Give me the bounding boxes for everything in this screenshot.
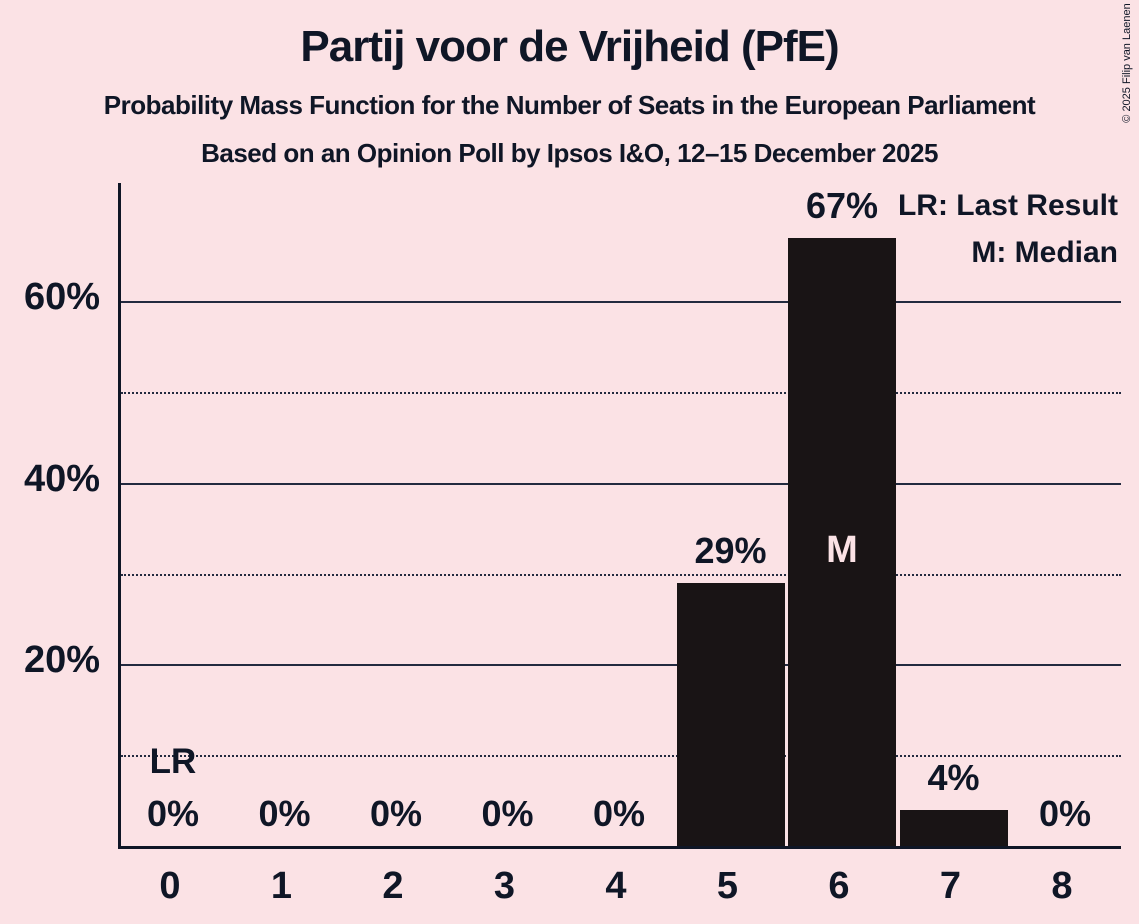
bar-value-label-seat-7: 4% bbox=[927, 756, 980, 798]
x-tick-seat-6: 6 bbox=[828, 865, 850, 907]
chart-subtitle-pmf: Probability Mass Function for the Number… bbox=[103, 90, 1036, 120]
gridline-dotted-50pct bbox=[121, 391, 1121, 394]
chart-legend: LR: Last Result M: Median bbox=[898, 182, 1118, 276]
bar-seat-7 bbox=[899, 809, 1008, 846]
legend-median: M: Median bbox=[971, 236, 1118, 269]
gridline-dotted-10pct bbox=[121, 755, 1121, 758]
chart-subtitle-poll: Based on an Opinion Poll by Ipsos I&O, 1… bbox=[201, 138, 938, 168]
x-tick-seat-4: 4 bbox=[605, 865, 627, 907]
chart-title: Partij voor de Vrijheid (PfE) bbox=[300, 22, 839, 71]
gridline-solid-60pct bbox=[121, 301, 1121, 304]
bar-seat-6 bbox=[788, 237, 896, 846]
bar-value-label-seat-2: 0% bbox=[369, 793, 423, 834]
bar-value-label-seat-0: 0% bbox=[146, 793, 200, 834]
legend-last-result: LR: Last Result bbox=[897, 189, 1118, 222]
plot-area: 0% 0% 0% 0% 0% 29% 67% 4% 0% LR M bbox=[118, 183, 1121, 849]
bar-value-label-seat-3: 0% bbox=[481, 793, 534, 834]
y-tick-60pct: 60% bbox=[23, 276, 100, 319]
bar-seat-5 bbox=[676, 582, 785, 846]
x-tick-seat-1: 1 bbox=[270, 865, 293, 907]
x-tick-seat-5: 5 bbox=[716, 865, 739, 907]
copyright-notice: © 2025 Filip van Laenen bbox=[1121, 3, 1133, 123]
x-tick-seat-8: 8 bbox=[1051, 865, 1073, 907]
x-tick-seat-3: 3 bbox=[493, 865, 516, 907]
x-tick-seat-2: 2 bbox=[382, 865, 404, 907]
bar-value-label-seat-5: 29% bbox=[694, 529, 767, 571]
bar-value-label-seat-6: 67% bbox=[805, 184, 879, 226]
median-marker: M bbox=[826, 529, 858, 571]
y-tick-40pct: 40% bbox=[23, 457, 100, 500]
last-result-marker: LR bbox=[149, 742, 197, 781]
x-tick-seat-0: 0 bbox=[159, 865, 181, 907]
gridline-dotted-30pct bbox=[121, 573, 1121, 576]
bar-value-label-seat-4: 0% bbox=[592, 793, 646, 834]
y-tick-20pct: 20% bbox=[23, 639, 100, 682]
bar-value-label-seat-8: 0% bbox=[1038, 793, 1092, 834]
x-tick-seat-7: 7 bbox=[939, 865, 962, 907]
gridline-solid-40pct bbox=[121, 482, 1121, 485]
gridline-solid-20pct bbox=[121, 664, 1121, 667]
bar-value-label-seat-1: 0% bbox=[258, 793, 311, 834]
